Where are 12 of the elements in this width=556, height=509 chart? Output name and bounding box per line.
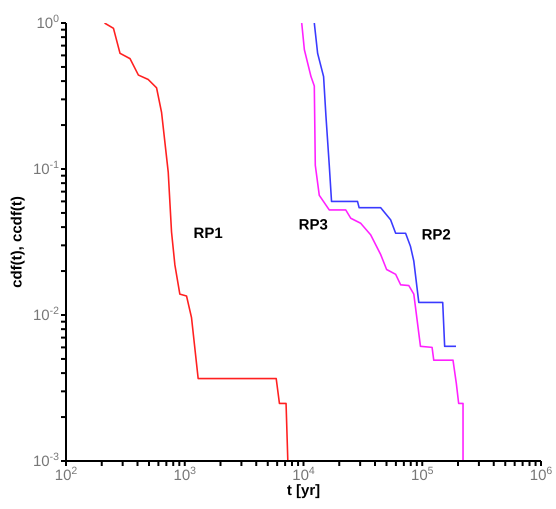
x-axis-title: t [yr] [286, 482, 320, 499]
series-label: RP3 [298, 216, 328, 234]
y-axis-title: cdf(t), ccdf(t) [8, 196, 26, 288]
x-tick-label: 10$^{6}$ [530, 465, 552, 484]
series-label: RP1 [194, 225, 223, 242]
x-tick-label: 10$^{3}$ [173, 465, 196, 484]
y-tick-label: 10$^{-1}$ [32, 159, 60, 178]
x-tick-label: 10$^{4}$ [292, 465, 315, 484]
series-label: RP2 [422, 226, 451, 244]
y-tick-label: 10$^{0}$ [36, 13, 60, 32]
x-tick-label: 10$^{5}$ [410, 465, 434, 484]
y-tick-label: 10$^{-2}$ [32, 305, 60, 324]
